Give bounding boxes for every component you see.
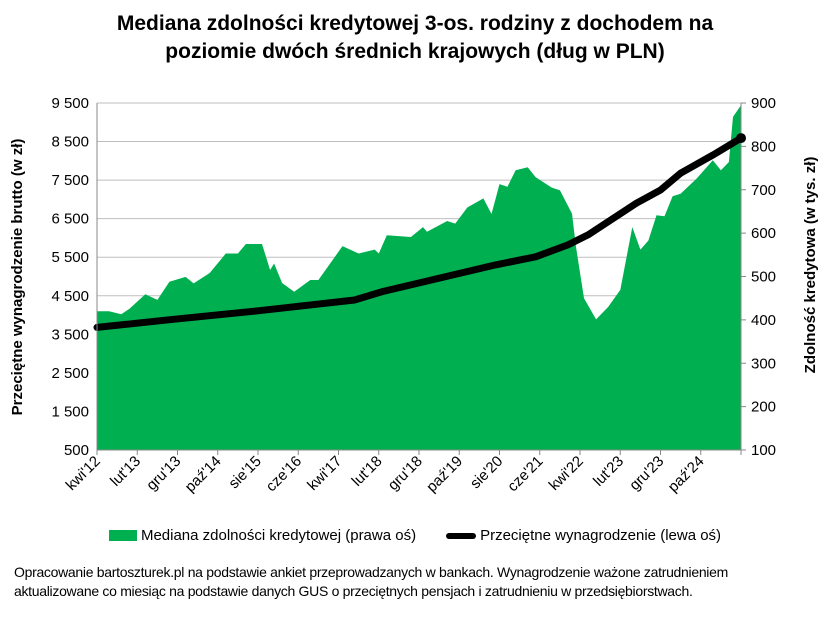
legend: Mediana zdolności kredytowej (prawa oś) … [0,527,830,544]
x-tick-label: sie'20 [467,453,506,492]
x-tick-label: gru'13 [143,453,184,494]
legend-label-line: Przeciętne wynagrodzenie (lewa oś) [480,527,722,544]
title-line-2: poziomie dwóch średnich krajowych (dług … [165,40,665,63]
y-right-tick-label: 700 [751,182,776,199]
y-left-tick-label: 4 500 [51,288,89,305]
source-note: Opracowanie bartoszturek.pl na podstawie… [14,564,728,599]
y-left-tick-label: 500 [64,442,89,459]
x-tick-label: gru'23 [626,453,667,494]
title-line-1: Mediana zdolności kredytowej 3-os. rodzi… [116,12,714,35]
line-end-marker [736,133,746,144]
x-tick-label: sie'15 [225,453,264,492]
y-right-tick-label: 300 [751,355,776,372]
y-axis-right-label: Zdolność kredytowa (w tys. zł) [802,157,819,374]
x-tick-label: cze'16 [263,453,305,495]
y-left-tick-label: 5 500 [51,249,89,266]
y-left-tick-label: 6 500 [51,211,89,228]
y-right-tick-label: 100 [751,442,776,459]
y-left-tick-label: 8 500 [51,134,89,151]
x-tick-label: lut'23 [590,453,627,490]
y-left-tick-label: 3 500 [51,326,89,343]
x-tick-label: kwi'22 [546,453,587,494]
x-tick-label: paź'24 [665,453,708,496]
area-series-credit-capacity [97,105,741,450]
legend-swatch-area [108,530,137,541]
x-tick-label: lut'18 [349,453,386,490]
x-tick-label: lut'13 [107,453,144,490]
y-right-tick-label: 200 [751,399,776,416]
y-right-tick-label: 500 [751,269,776,286]
y-left-tick-label: 7 500 [51,172,89,189]
y-right-tick-label: 600 [751,225,776,242]
y-right-tick-label: 800 [751,138,776,155]
y-right-tick-label: 400 [751,312,776,329]
x-tick-label: paź'19 [423,453,466,496]
line-series-average-wage [93,134,745,331]
y-axis-left-label: Przeciętne wynagrodzenie brutto (w zł) [9,139,26,416]
x-tick-label: paź'14 [182,453,225,496]
x-tick-label: cze'21 [504,453,546,495]
legend-item-area: Mediana zdolności kredytowej (prawa oś) [108,527,417,544]
y-right-tick-label: 900 [751,95,776,112]
x-tick-label: gru'18 [385,453,426,494]
y-left-tick-label: 2 500 [51,365,89,382]
legend-swatch-line [446,532,477,539]
chart-title: Mediana zdolności kredytowej 3-os. rodzi… [0,10,830,66]
legend-label-area: Mediana zdolności kredytowej (prawa oś) [140,527,417,544]
y-left-tick-label: 1 500 [51,403,89,420]
x-tick-label: kwi'17 [304,453,345,494]
legend-item-line: Przeciętne wynagrodzenie (lewa oś) [446,527,721,544]
y-left-tick-label: 9 500 [51,95,89,112]
